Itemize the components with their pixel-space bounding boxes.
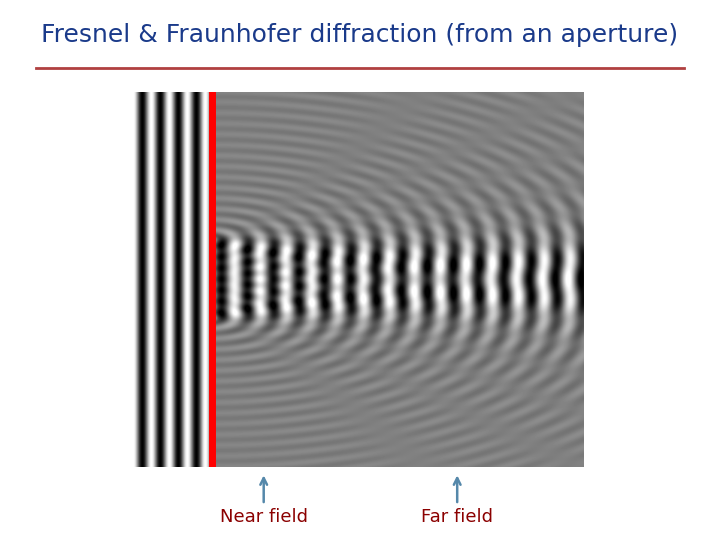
Text: Far field: Far field	[421, 508, 493, 525]
Text: Fresnel & Fraunhofer diffraction (from an aperture): Fresnel & Fraunhofer diffraction (from a…	[42, 23, 678, 47]
Text: Near field: Near field	[220, 508, 307, 525]
